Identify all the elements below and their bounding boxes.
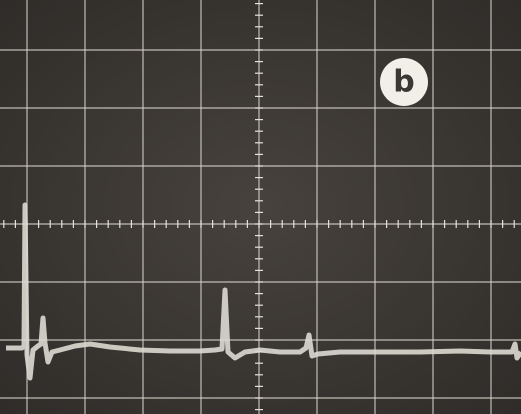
oscilloscope-screen: b	[0, 0, 521, 414]
panel-label: b	[393, 65, 414, 100]
page: b (() => { const data = JSON.parse(docum…	[0, 0, 521, 414]
